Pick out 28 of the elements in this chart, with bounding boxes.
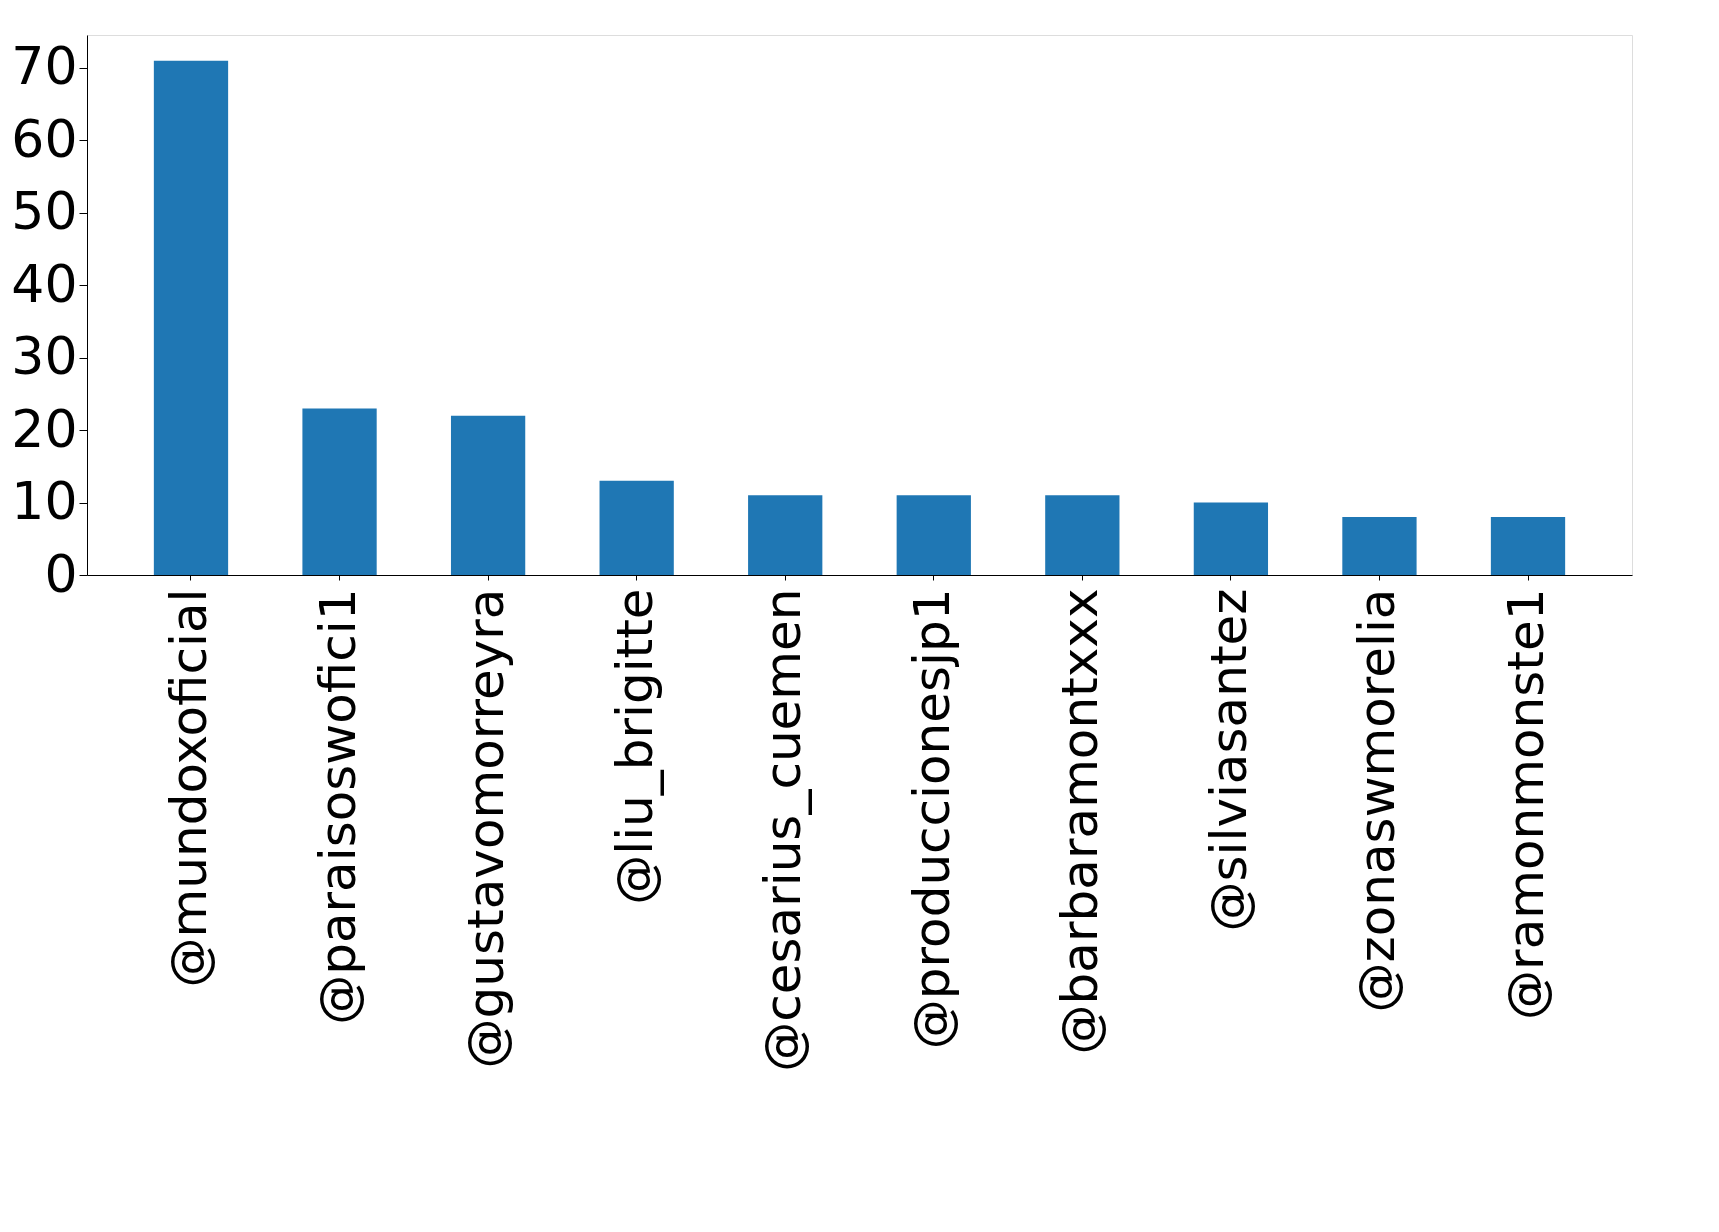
bar (1045, 495, 1120, 575)
bar (599, 480, 674, 575)
y-tick-label: 20 (11, 398, 78, 459)
x-tick-label: @zonaswmorelia (1348, 588, 1407, 1013)
y-tick-label: 50 (11, 181, 78, 242)
bar (450, 415, 526, 575)
bar (153, 60, 229, 575)
y-tick-label: 10 (11, 471, 78, 532)
y-tick-label: 30 (11, 326, 78, 387)
y-tick-label: 40 (11, 253, 78, 314)
x-tick-label: @silviasantez (1199, 588, 1258, 932)
bar (748, 495, 823, 575)
bar (896, 495, 971, 575)
bar (302, 408, 377, 575)
x-tick-label: @ramonmonste1 (1497, 588, 1556, 1020)
x-tick-label: @barbaramontxxx (1051, 588, 1110, 1055)
bar (1490, 517, 1566, 575)
x-tick-label: @paraisoswofici1 (308, 588, 367, 1025)
x-tick-label: @mundoxoficial (159, 588, 218, 988)
x-tick-label: @produccionesjp1 (902, 588, 961, 1050)
bar (1342, 517, 1417, 575)
x-tick-label: @cesarius_cuemen (754, 588, 813, 1072)
bar (1193, 502, 1269, 575)
y-tick-label: 70 (11, 36, 78, 97)
x-tick-label: @gustavomorreyra (457, 588, 516, 1069)
y-tick-label: 0 (44, 543, 78, 604)
x-tick-label: @liu_brigitte (605, 588, 664, 905)
y-tick-label: 60 (11, 108, 78, 169)
